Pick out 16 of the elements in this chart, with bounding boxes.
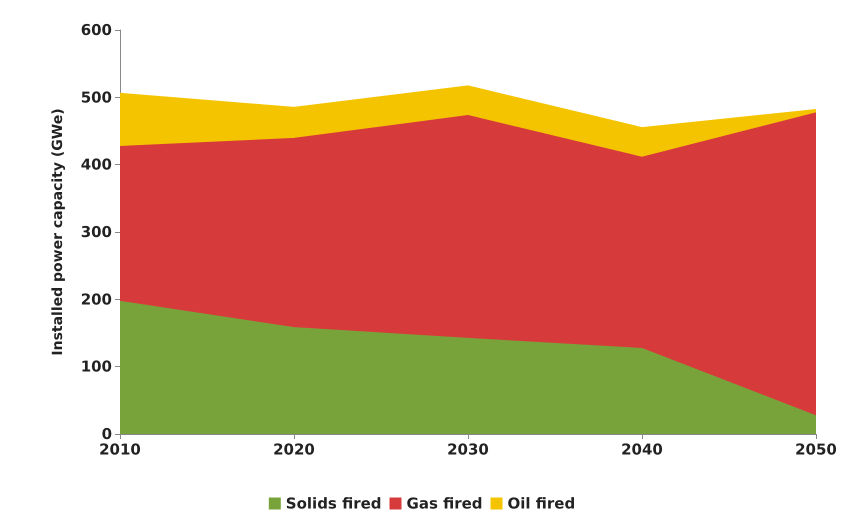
x-tick-label: 2040 — [621, 440, 663, 458]
legend-label: Solids fired — [286, 494, 382, 512]
y-axis-title: Installed power capacity (GWe) — [50, 108, 66, 356]
x-tick-label: 2030 — [447, 440, 489, 458]
y-tick-label: 400 — [80, 156, 112, 174]
x-tick-label: 2020 — [273, 440, 315, 458]
y-tick-label: 600 — [80, 21, 112, 39]
y-tick-label: 300 — [80, 223, 112, 241]
x-tick-label: 2050 — [795, 440, 837, 458]
y-tick-label: 200 — [80, 290, 112, 308]
x-tick-label: 2010 — [99, 440, 141, 458]
y-tick-label: 100 — [80, 358, 112, 376]
y-tick-label: 0 — [102, 425, 112, 443]
y-tick-label: 500 — [80, 88, 112, 106]
legend-label: Gas fired — [406, 494, 483, 512]
legend-label: Oil fired — [508, 494, 576, 512]
